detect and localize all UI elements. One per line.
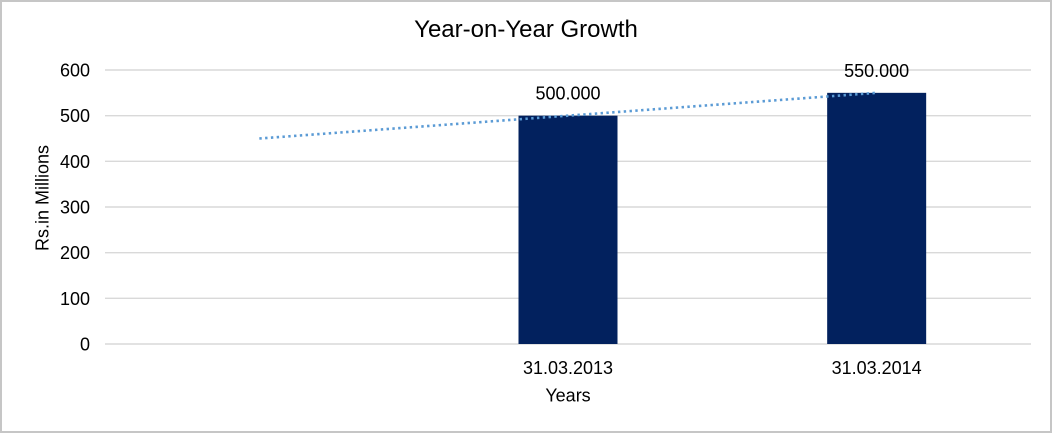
trendline [259,91,877,140]
y-tick-label: 400 [60,152,90,172]
y-tick-label: 600 [60,61,90,81]
bar-data-label: 500.000 [535,84,600,104]
x-tick-label: 31.03.2013 [523,358,613,378]
y-tick-label: 200 [60,243,90,263]
y-tick-label: 100 [60,289,90,309]
y-tick-label: 0 [80,335,90,355]
x-axis-title: Years [545,385,591,406]
y-tick-label: 300 [60,198,90,218]
bar [827,92,927,344]
chart-title: Year-on-Year Growth [414,16,638,43]
x-tick-label: 31.03.2014 [832,358,922,378]
bar-data-label: 550.000 [844,61,909,81]
y-tick-label: 500 [60,106,90,126]
bar [518,115,618,345]
